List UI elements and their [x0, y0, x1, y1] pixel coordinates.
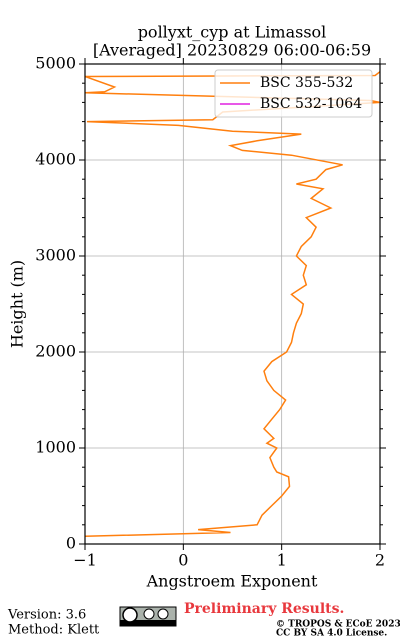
y-tick-label: 3000	[35, 246, 76, 265]
y-tick-label: 0	[66, 534, 76, 553]
x-tick-label: 2	[375, 551, 385, 570]
x-tick-label: −1	[73, 551, 97, 570]
y-tick-label: 2000	[35, 342, 76, 361]
chart-title: pollyxt_cyp at Limassol	[138, 23, 327, 42]
plot-frame	[84, 63, 381, 545]
legend-label: BSC 532-1064	[260, 96, 362, 112]
y-tick-label: 4000	[35, 150, 76, 169]
license: CC BY SA 4.0 License.	[276, 629, 387, 639]
cc-logo	[119, 606, 177, 627]
y-tick-label: 5000	[35, 54, 76, 73]
x-tick-label: 1	[277, 551, 287, 570]
copyright: © TROPOS & ECoE 2023.	[276, 620, 400, 630]
notice: Preliminary Results.	[184, 601, 344, 617]
x-tick-label: 0	[178, 551, 188, 570]
y-axis-label: Height (m)	[8, 260, 27, 348]
legend-box	[214, 69, 373, 118]
legend-label: BSC 355-532	[260, 75, 353, 91]
x-axis-label: Angstroem Exponent	[146, 572, 318, 591]
data-line	[85, 71, 380, 538]
method: Method: Klett	[8, 623, 100, 638]
y-tick-label: 1000	[35, 438, 76, 457]
chart-subtitle: [Averaged] 20230829 06:00-06:59	[93, 41, 371, 60]
version: Version: 3.6	[7, 608, 86, 623]
